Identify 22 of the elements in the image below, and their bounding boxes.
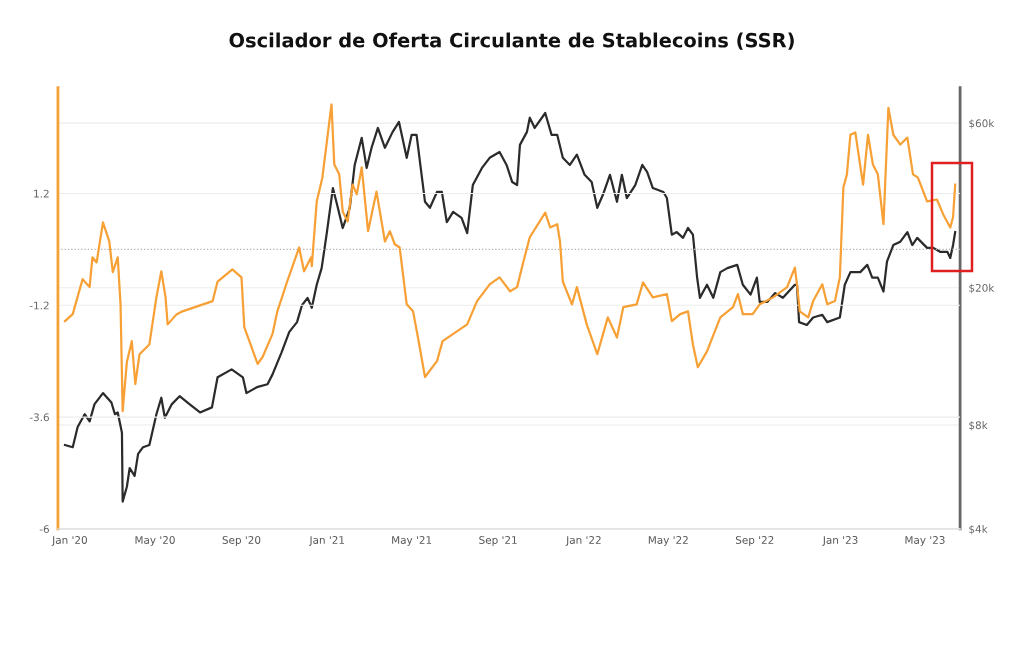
x-tick-label: Sep '21 bbox=[479, 536, 517, 546]
x-tick-label: Sep '22 bbox=[735, 536, 774, 546]
y-tick-label: -1.2 bbox=[29, 301, 49, 310]
x-tick-label: May '22 bbox=[648, 536, 688, 546]
y2-tick-label: $8k bbox=[969, 421, 988, 431]
y-tick-label: 1.2 bbox=[34, 189, 49, 198]
y2-tick-label: $60k bbox=[969, 119, 995, 129]
line-series bbox=[63, 103, 957, 413]
x-tick-label: Jan '21 bbox=[308, 536, 345, 546]
x-tick-label: Jan '23 bbox=[822, 536, 858, 546]
x-tick-label: Sep '20 bbox=[222, 536, 261, 546]
x-tick-label: May '21 bbox=[392, 536, 432, 546]
x-tick-label: Jan '20 bbox=[51, 536, 87, 546]
x-tick-label: May '23 bbox=[905, 536, 945, 546]
y2-tick-label: $4k bbox=[969, 524, 988, 535]
y-tick-label: -3.6 bbox=[29, 413, 49, 422]
y2-tick-label: $20k bbox=[969, 283, 995, 294]
chart-title: Oscilador de Oferta Circulante de Stablecoins (SSR) bbox=[229, 32, 794, 50]
line-series bbox=[63, 111, 957, 503]
y-tick-label: -6 bbox=[39, 525, 49, 534]
x-tick-label: May '20 bbox=[135, 536, 175, 546]
x-tick-label: Jan '22 bbox=[565, 536, 601, 546]
